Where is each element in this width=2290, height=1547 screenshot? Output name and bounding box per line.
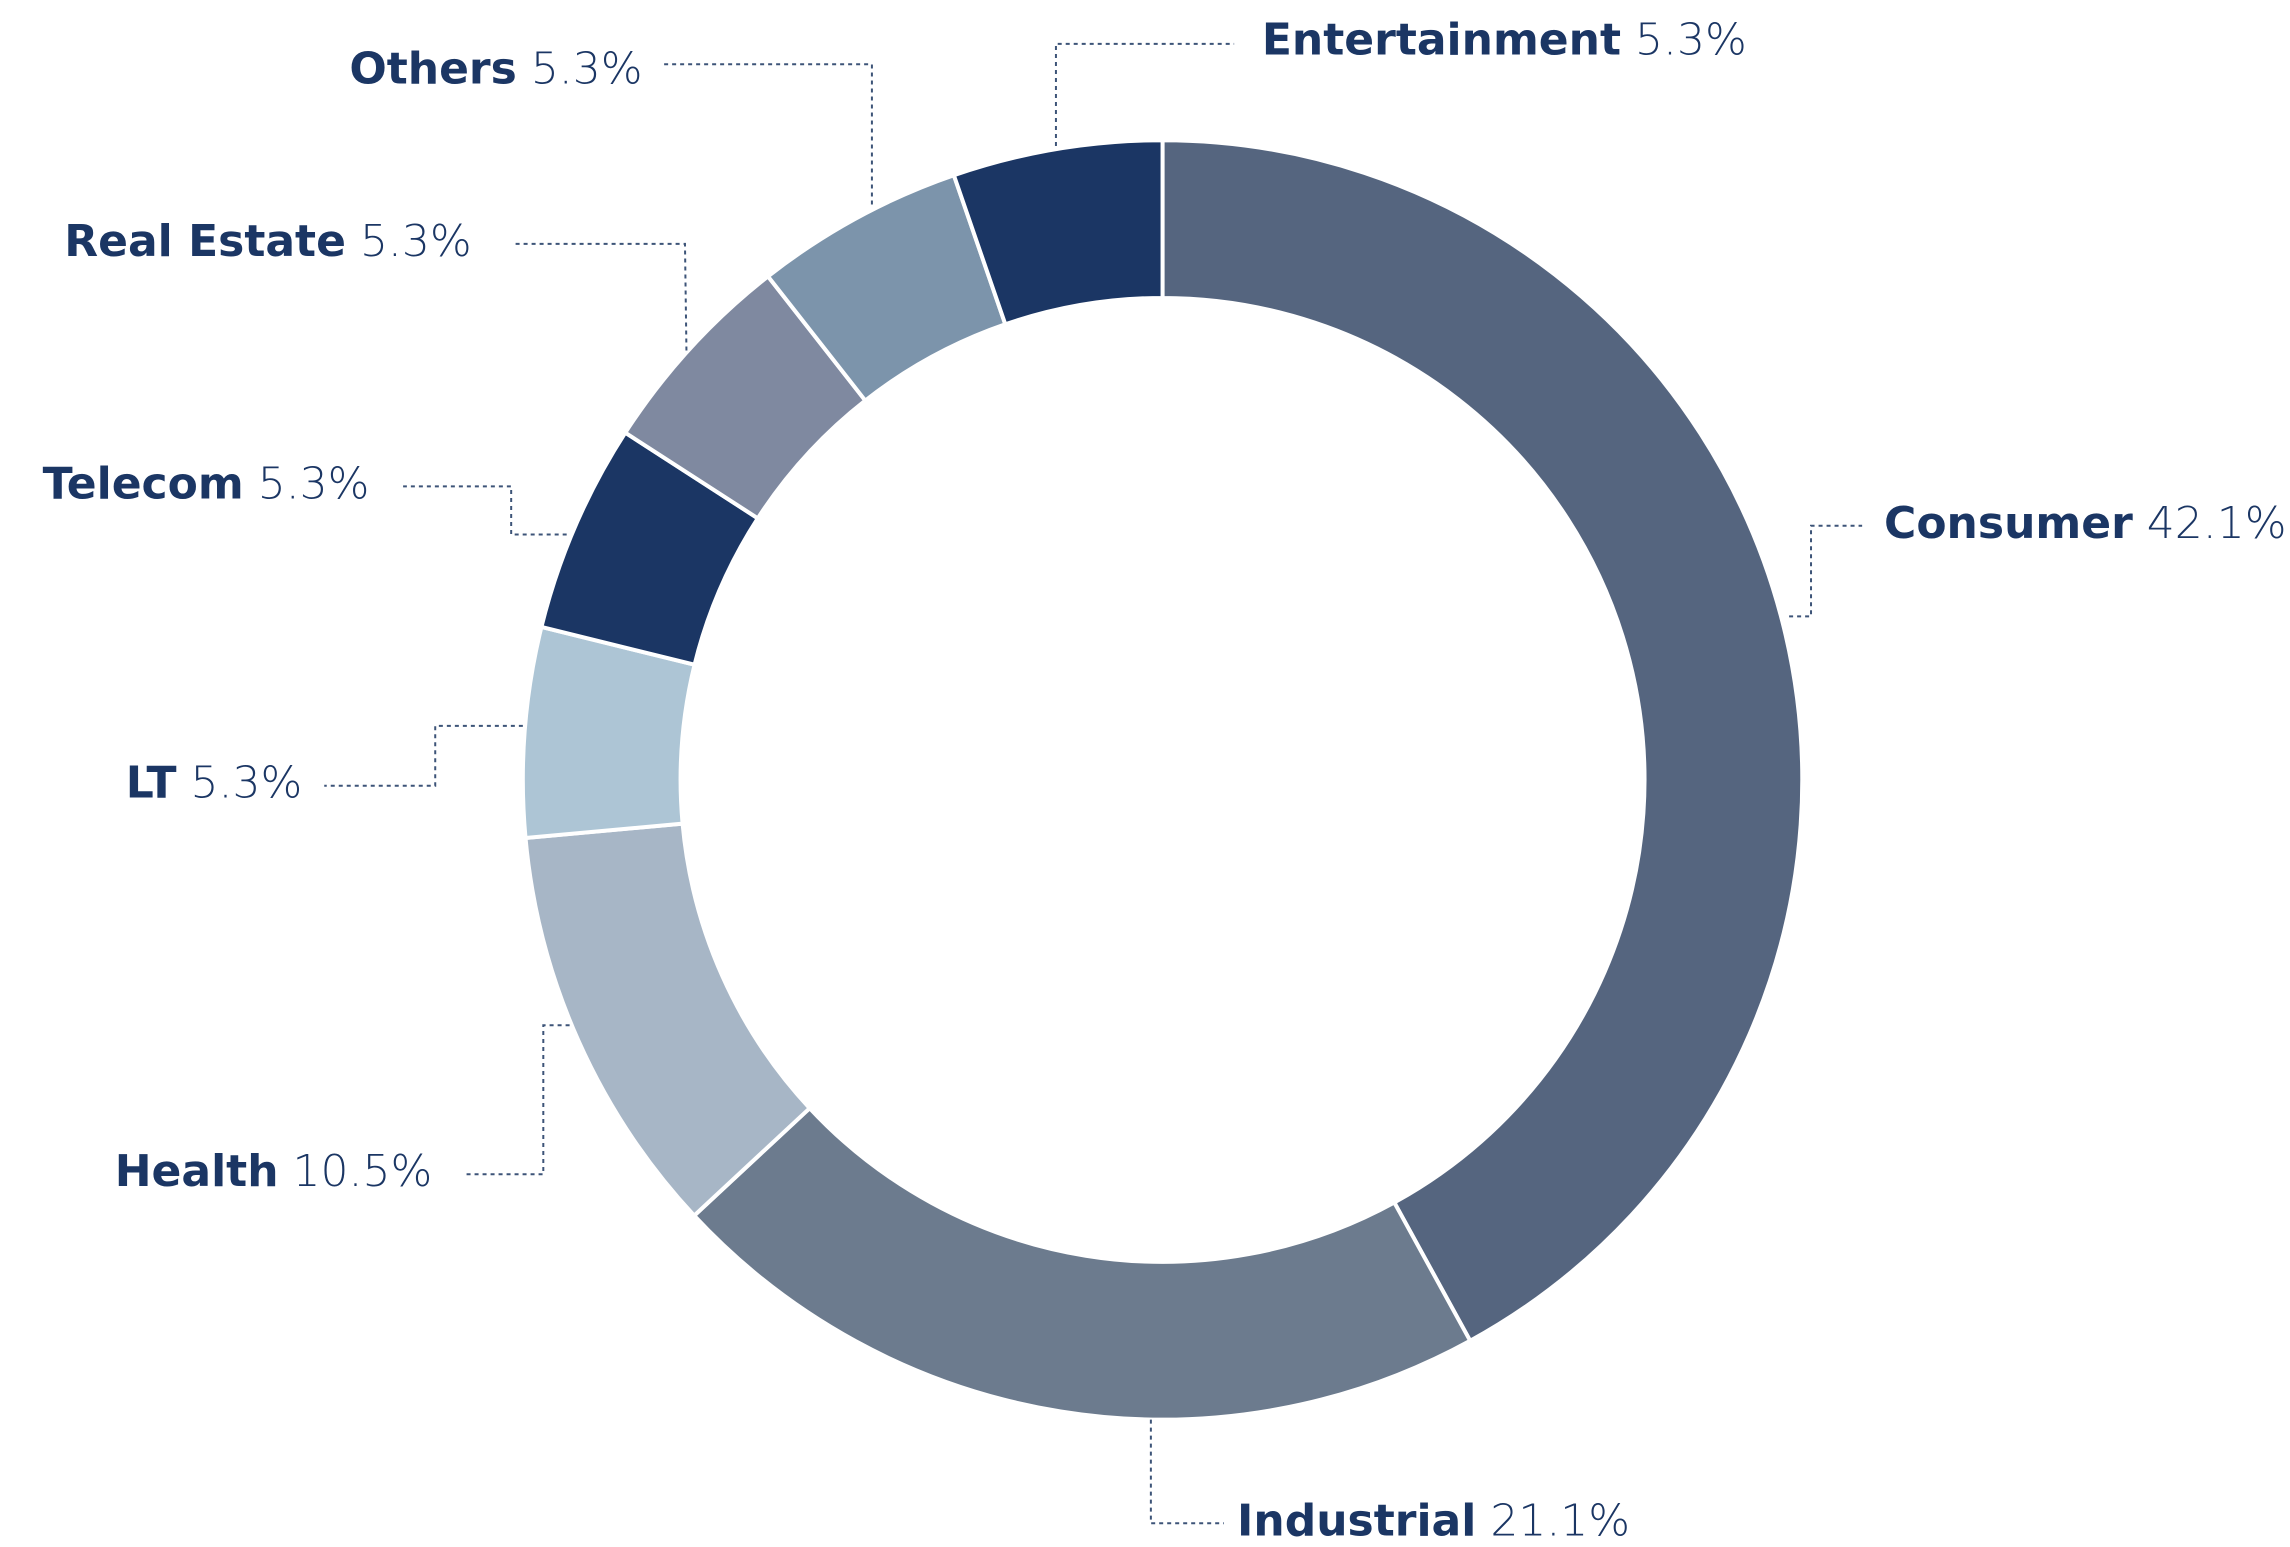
space: [279, 1146, 293, 1197]
value-label: 21.1%: [1490, 1495, 1630, 1546]
data-label: Real Estate 5.3%: [64, 216, 471, 267]
data-label: LT 5.3%: [126, 758, 303, 809]
space: [1476, 1495, 1490, 1546]
donut-slice: [951, 138, 1165, 327]
category-name: LT: [126, 758, 177, 809]
value-label: 10.5%: [293, 1146, 433, 1197]
value-label: 5.3%: [531, 44, 643, 95]
value-label: 5.3%: [191, 758, 303, 809]
data-label: Industrial 21.1%: [1237, 1495, 1630, 1546]
data-label: Health 10.5%: [115, 1146, 433, 1197]
data-label: Telecom 5.3%: [43, 458, 370, 509]
category-name: Telecom: [43, 458, 244, 509]
leader-line: [1149, 1419, 1224, 1525]
space: [244, 458, 258, 509]
category-name: Real Estate: [64, 216, 346, 267]
space: [177, 758, 191, 809]
value-label: 5.3%: [1635, 14, 1747, 65]
data-label: Entertainment 5.3%: [1262, 14, 1747, 65]
leader-line: [324, 724, 523, 787]
value-label: 5.3%: [360, 216, 472, 267]
leader-line: [514, 242, 688, 351]
category-name: Consumer: [1884, 498, 2133, 549]
donut-slice: [691, 1105, 1473, 1422]
space: [2133, 498, 2147, 549]
category-name: Others: [349, 44, 517, 95]
category-name: Entertainment: [1262, 14, 1621, 65]
value-label: 5.3%: [258, 458, 370, 509]
space: [346, 216, 360, 267]
category-name: Health: [115, 1146, 279, 1197]
leader-line: [1054, 42, 1235, 147]
leader-line: [403, 485, 567, 536]
data-label: Others 5.3%: [349, 44, 642, 95]
space: [517, 44, 531, 95]
category-name: Industrial: [1237, 1495, 1476, 1546]
leader-line: [464, 1024, 570, 1176]
donut-slice: [1160, 138, 1805, 1344]
leader-line: [660, 63, 873, 205]
space: [1621, 14, 1635, 65]
leader-line: [1789, 524, 1863, 618]
data-label: Consumer 42.1%: [1884, 498, 2287, 549]
value-label: 42.1%: [2147, 498, 2287, 549]
